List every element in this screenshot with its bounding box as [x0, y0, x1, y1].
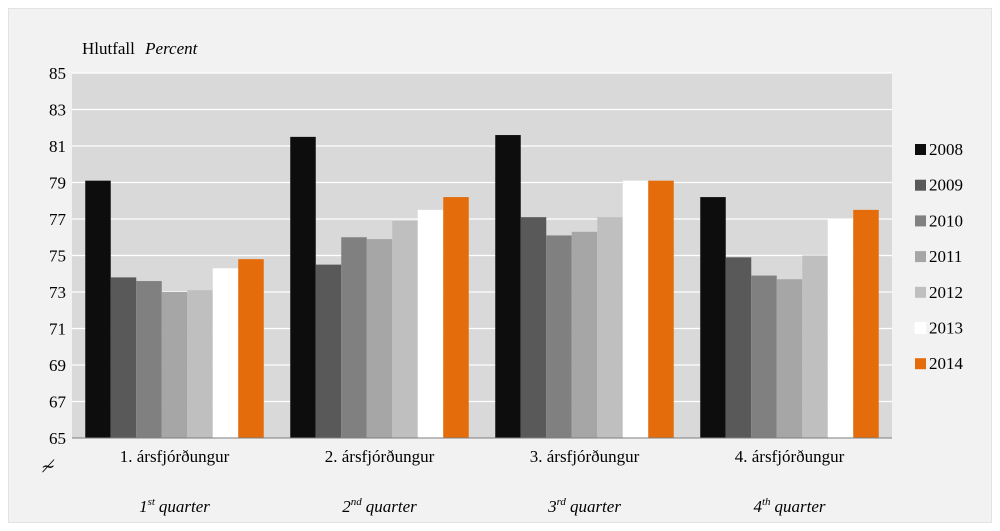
legend: 2008 2009 2010 2011 2012 2013 2014: [914, 140, 964, 373]
legend-label-2013: 2013: [929, 319, 963, 338]
x-category-sublabel: 3rd quarter: [547, 496, 621, 516]
axis-break-icon: ≁: [41, 457, 55, 476]
y-tick-label: 79: [49, 174, 66, 193]
x-category-label: 1. ársfjórðungur: [120, 447, 230, 466]
y-tick-label: 71: [49, 320, 66, 339]
bar-2012: [597, 217, 623, 438]
x-category-sublabel: 4th quarter: [753, 496, 825, 516]
y-tick-label: 83: [49, 101, 66, 120]
x-category-sublabel: 1st quarter: [139, 496, 210, 516]
bar-2009: [110, 277, 137, 438]
x-category-labels: 1. ársfjórðungur 1st quarter 2. ársfjórðung…: [120, 447, 845, 516]
y-tick-label: 75: [49, 247, 66, 266]
bar-2010: [546, 235, 572, 438]
y-axis-label-is: Hlutfall: [82, 39, 135, 58]
y-tick-label: 65: [49, 429, 66, 448]
legend-swatch-2012: [915, 286, 926, 298]
y-axis-label-en: Percent: [144, 39, 199, 58]
bar-2011: [571, 231, 598, 438]
legend-swatch-2011: [915, 251, 926, 263]
y-tick-label: 81: [49, 137, 66, 156]
legend-swatch-2013: [914, 322, 927, 334]
legend-swatch-2014: [915, 358, 926, 370]
bar-2010: [136, 281, 162, 438]
chart-frame: 65 67 69 71 73 75 77 79 81 83 85 1. ársfjórðungur 1…: [8, 8, 992, 523]
bar-2009: [520, 217, 547, 438]
x-category-label: 3. ársfjórðungur: [530, 447, 640, 466]
x-category-sublabel: 2nd quarter: [342, 496, 417, 516]
y-tick-label: 85: [49, 64, 66, 83]
bars: [85, 135, 879, 439]
y-tick-label: 69: [49, 356, 66, 375]
bar-2012: [802, 255, 828, 438]
y-tick-label: 73: [49, 283, 66, 302]
bar-2010: [341, 237, 367, 438]
bar-2014: [443, 197, 469, 438]
legend-label-2010: 2010: [929, 211, 963, 230]
bar-2008: [290, 136, 316, 438]
bar-2011: [366, 239, 393, 438]
legend-label-2009: 2009: [929, 176, 963, 195]
legend-swatch-2010: [915, 215, 926, 227]
bar-2012: [187, 290, 213, 438]
legend-label-2008: 2008: [929, 140, 963, 159]
y-axis-label: Hlutfall Percent: [82, 39, 199, 58]
bar-2013: [212, 268, 239, 438]
bar-2010: [751, 275, 777, 438]
legend-label-2011: 2011: [929, 247, 962, 266]
bar-2008: [700, 197, 726, 438]
bar-2014: [648, 180, 674, 439]
legend-swatch-2008: [915, 144, 926, 155]
x-category-label: 2. ársfjórðungur: [325, 447, 435, 466]
bar-2014: [238, 259, 264, 438]
bar-2011: [161, 292, 188, 438]
bar-2008: [495, 135, 521, 439]
y-tick-label: 67: [49, 393, 67, 412]
x-category-label: 4. ársfjórðungur: [735, 447, 845, 466]
bar-2011: [776, 279, 803, 438]
legend-label-2014: 2014: [929, 354, 964, 373]
bar-2013: [827, 219, 854, 438]
bar-2014: [853, 209, 879, 438]
bar-2009: [725, 257, 752, 438]
bar-2012: [392, 220, 418, 438]
bar-2009: [315, 264, 342, 438]
bar-2008: [85, 180, 111, 439]
bar-2013: [622, 180, 649, 439]
bar-2013: [417, 209, 444, 438]
legend-swatch-2009: [915, 179, 926, 191]
y-tick-labels: 65 67 69 71 73 75 77 79 81 83 85: [49, 64, 67, 448]
y-tick-label: 77: [49, 210, 67, 229]
legend-label-2012: 2012: [929, 283, 963, 302]
